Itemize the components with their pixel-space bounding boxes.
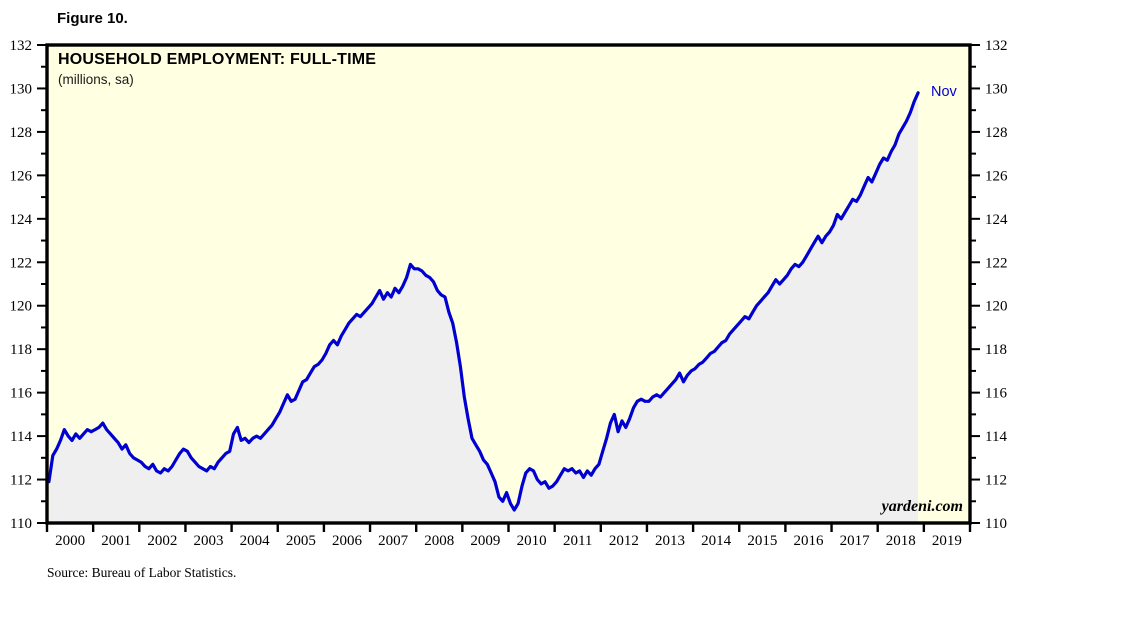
y-axis-label-left: 116 (10, 386, 32, 402)
y-axis-label-right: 118 (985, 342, 1007, 358)
y-axis-label-right: 124 (985, 212, 1008, 228)
y-axis-label-right: 110 (985, 516, 1007, 532)
y-axis-label-left: 130 (10, 81, 33, 97)
y-axis-label-right: 130 (985, 81, 1008, 97)
x-axis-year-label: 2003 (194, 533, 224, 549)
yardeni-watermark: yardeni.com (881, 498, 963, 515)
y-axis-label-left: 132 (10, 38, 33, 54)
x-axis-year-label: 2006 (332, 533, 363, 549)
x-axis-year-label: 2004 (240, 533, 271, 549)
y-axis-label-left: 128 (10, 125, 33, 141)
y-axis-label-left: 122 (10, 255, 33, 271)
y-axis-label-right: 114 (985, 429, 1007, 445)
y-axis-label-left: 124 (10, 212, 33, 228)
x-axis-year-label: 2013 (655, 533, 685, 549)
y-axis-label-right: 122 (985, 255, 1008, 271)
x-axis-year-label: 2014 (701, 533, 732, 549)
y-axis-label-right: 128 (985, 125, 1008, 141)
x-axis-year-label: 2016 (793, 533, 824, 549)
x-axis-year-label: 2000 (55, 533, 85, 549)
y-axis-label-right: 112 (985, 473, 1007, 489)
y-axis-label-right: 120 (985, 299, 1008, 315)
x-axis-year-label: 2002 (147, 533, 177, 549)
x-axis-year-label: 2018 (886, 533, 916, 549)
y-axis-label-left: 118 (10, 342, 32, 358)
x-axis-year-label: 2005 (286, 533, 316, 549)
x-axis-year-label: 2007 (378, 533, 409, 549)
x-axis-year-label: 2009 (470, 533, 500, 549)
x-axis-year-label: 2017 (840, 533, 871, 549)
y-axis-label-right: 126 (985, 168, 1008, 184)
x-axis-year-label: 2010 (517, 533, 547, 549)
figure-label: Figure 10. (57, 10, 128, 27)
employment-line (47, 91, 920, 512)
y-axis-label-left: 112 (10, 473, 32, 489)
chart-title: HOUSEHOLD EMPLOYMENT: FULL-TIME (58, 51, 377, 68)
y-axis-label-left: 120 (10, 299, 33, 315)
source-note: Source: Bureau of Labor Statistics. (47, 565, 237, 580)
x-axis-year-label: 2001 (101, 533, 131, 549)
y-axis-label-left: 114 (10, 429, 32, 445)
x-axis-year-label: 2011 (563, 533, 592, 549)
x-axis-year-label: 2015 (747, 533, 777, 549)
last-point-annotation: Nov (931, 84, 957, 100)
x-axis-year-label: 2012 (609, 533, 639, 549)
chart-subtitle: (millions, sa) (58, 72, 134, 87)
area-fill (48, 92, 919, 523)
y-axis-label-right: 132 (985, 38, 1008, 54)
x-axis-year-label: 2008 (424, 533, 454, 549)
y-axis-label-right: 116 (985, 386, 1007, 402)
y-axis-label-left: 110 (10, 516, 32, 532)
x-axis-year-label: 2019 (932, 533, 962, 549)
y-axis-label-left: 126 (10, 168, 33, 184)
